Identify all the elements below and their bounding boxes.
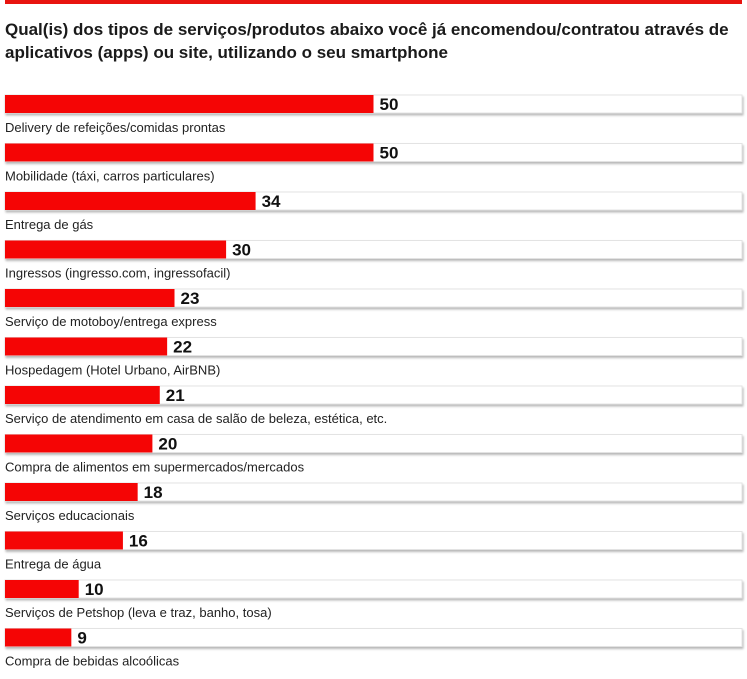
bar — [5, 628, 72, 647]
bar — [5, 95, 374, 113]
category-label: Delivery de refeições/comidas prontas — [5, 120, 226, 135]
bar-row: 50 Mobilidade (táxi, carros particulares) — [4, 143, 743, 184]
bar-value-label: 16 — [129, 532, 148, 551]
bar-row: 10 Serviços de Petshop (leva e traz, banh… — [4, 579, 743, 620]
category-label: Entrega de água — [5, 557, 102, 572]
bar — [5, 434, 153, 453]
bar-value-label: 21 — [166, 386, 185, 405]
bar — [5, 289, 175, 307]
bar — [5, 337, 168, 356]
category-label: Hospedagem (Hotel Urbano, AirBNB) — [5, 363, 220, 378]
bar-value-label: 50 — [380, 95, 399, 114]
bar-value-label: 34 — [262, 192, 281, 211]
bar-row: 20 Compra de alimentos em supermercados/m… — [4, 434, 743, 475]
bar-value-label: 30 — [232, 241, 251, 260]
bar — [5, 483, 138, 501]
bar-row: 34 Entrega de gás — [4, 191, 743, 232]
category-label: Compra de alimentos em supermercados/mer… — [5, 460, 305, 475]
category-label: Serviços educacionais — [5, 508, 135, 523]
bar-value-label: 23 — [181, 289, 200, 308]
category-label: Ingressos (ingresso.com, ingressofacil) — [5, 266, 230, 281]
bar-row: 9 Compra de bebidas alcoólicas — [4, 628, 743, 669]
bar-row: 22 Hospedagem (Hotel Urbano, AirBNB) — [4, 337, 743, 378]
bar — [5, 143, 374, 162]
category-label: Mobilidade (táxi, carros particulares) — [5, 169, 215, 184]
bar — [5, 386, 160, 404]
chart-title: Qual(is) dos tipos de serviços/produtos … — [5, 20, 729, 62]
bar — [5, 192, 256, 210]
bar — [5, 580, 79, 598]
bar-row: 50 Delivery de refeições/comidas prontas — [4, 94, 743, 135]
category-label: Serviços de Petshop (leva e traz, banho,… — [5, 605, 272, 620]
category-label: Compra de bebidas alcoólicas — [5, 654, 180, 669]
bar — [5, 531, 123, 550]
bar-value-label: 10 — [85, 580, 104, 599]
bar — [5, 240, 227, 259]
bar-value-label: 22 — [173, 338, 192, 357]
bar-row: 23 Serviço de motoboy/entrega express — [4, 288, 743, 329]
bar-value-label: 50 — [380, 144, 399, 163]
bar-row: 18 Serviços educacionais — [4, 482, 743, 523]
category-label: Serviço de atendimento em casa de salão … — [5, 411, 387, 426]
bar-track — [4, 579, 743, 599]
category-label: Serviço de motoboy/entrega express — [5, 314, 217, 329]
bar-value-label: 9 — [77, 629, 86, 648]
bar-track — [4, 628, 743, 647]
top-accent-rule — [5, 0, 742, 4]
bar-value-label: 18 — [144, 483, 163, 502]
bar-row: 21 Serviço de atendimento em casa de salã… — [4, 385, 743, 426]
category-label: Entrega de gás — [5, 217, 94, 232]
bar-row: 16 Entrega de água — [4, 531, 743, 572]
bar-value-label: 20 — [158, 435, 177, 454]
